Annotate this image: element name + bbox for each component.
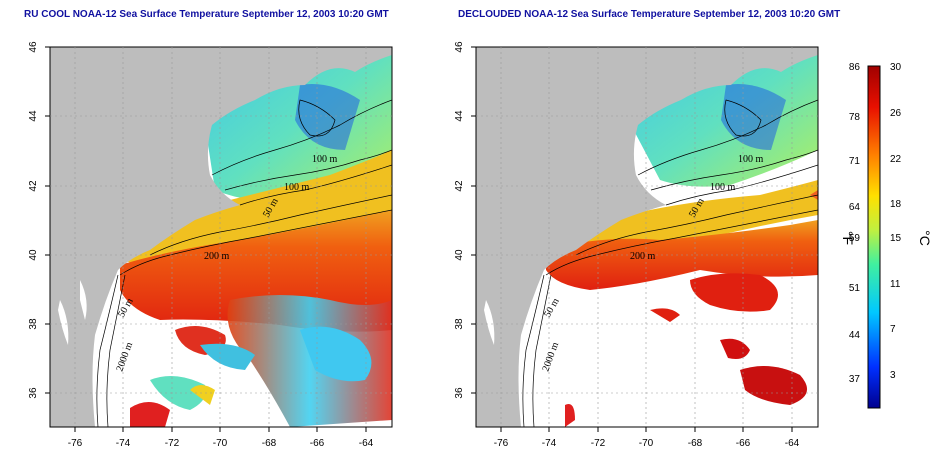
colorbar-c-tick: 18	[890, 199, 902, 210]
lon-tick-label: -66	[736, 438, 751, 449]
lon-tick-label: -70	[213, 438, 228, 449]
graticule-left	[50, 47, 392, 427]
map-frame-left	[49, 46, 393, 428]
colorbar-c-tick: 11	[890, 279, 901, 290]
colorbar-f-tick: 44	[849, 330, 861, 341]
map-panel-right: -76 -74 -72 -70 -68 -66 -64 46 44 42 40 …	[454, 41, 819, 449]
lon-tick-label: -76	[68, 438, 83, 449]
lon-tick-label: -66	[310, 438, 325, 449]
lon-tick-label: -76	[494, 438, 509, 449]
colorbar-f-tick: 71	[849, 156, 861, 167]
lon-tick-label: -70	[639, 438, 654, 449]
colorbar-f-tick: 64	[849, 202, 861, 213]
shelf-band	[110, 150, 392, 270]
title-left: RU COOL NOAA-12 Sea Surface Temperature …	[24, 9, 389, 20]
map-panel-left: -76 -74 -72 -70 -68 -66 -64 46 44 42 40 …	[28, 41, 393, 449]
lon-tick-label: -68	[688, 438, 703, 449]
contour-label: 100 m	[284, 182, 310, 193]
colorbar: 86 78 71 64 59 51 44 37 30 26 22 18 15 1…	[840, 62, 933, 409]
lat-tick-label: 36	[28, 387, 39, 399]
colorbar-c-tick: 15	[890, 233, 902, 244]
lon-tick-label: -64	[359, 438, 374, 449]
colorbar-f-tick: 86	[849, 62, 861, 73]
colorbar-f-tick: 59	[849, 233, 861, 244]
colorbar-f-tick: 37	[849, 374, 861, 385]
colorbar-c-unit: °C	[917, 230, 933, 246]
contour-label: 100 m	[738, 154, 764, 165]
colorbar-f-tick: 51	[849, 283, 861, 294]
lat-tick-label: 40	[28, 249, 39, 261]
colorbar-f-unit: °F	[840, 231, 856, 245]
lon-tick-label: -74	[116, 438, 131, 449]
lon-tick-label: -72	[165, 438, 180, 449]
lon-tick-label: -64	[785, 438, 800, 449]
lat-tick-label: 38	[454, 318, 465, 330]
colorbar-c-tick: 3	[890, 370, 896, 381]
contour-label: 100 m	[312, 154, 338, 165]
lat-tick-label: 46	[454, 41, 465, 53]
colorbar-c-tick: 30	[890, 62, 902, 73]
graticule-right	[476, 47, 818, 427]
colorbar-c-tick: 22	[890, 154, 902, 165]
lon-tick-label: -72	[591, 438, 606, 449]
lat-tick-label: 46	[28, 41, 39, 53]
map-frame-right	[475, 46, 819, 428]
land-mass	[50, 47, 392, 427]
land-mass	[476, 47, 818, 427]
contour-label: 100 m	[710, 182, 736, 193]
title-right: DECLOUDED NOAA-12 Sea Surface Temperatur…	[458, 9, 841, 20]
lon-tick-label: -74	[542, 438, 557, 449]
lat-tick-label: 36	[454, 387, 465, 399]
colorbar-c-tick: 26	[890, 108, 902, 119]
lat-tick-label: 38	[28, 318, 39, 330]
contour-label: 200 m	[204, 251, 230, 262]
lat-tick-label: 42	[454, 180, 465, 192]
lat-tick-label: 40	[454, 249, 465, 261]
lat-tick-label: 44	[454, 110, 465, 122]
colorbar-gradient	[867, 65, 881, 409]
lat-tick-label: 42	[28, 180, 39, 192]
lat-tick-label: 44	[28, 110, 39, 122]
contour-label: 200 m	[630, 251, 656, 262]
colorbar-c-tick: 7	[890, 324, 896, 335]
lon-tick-label: -68	[262, 438, 277, 449]
colorbar-f-tick: 78	[849, 112, 861, 123]
